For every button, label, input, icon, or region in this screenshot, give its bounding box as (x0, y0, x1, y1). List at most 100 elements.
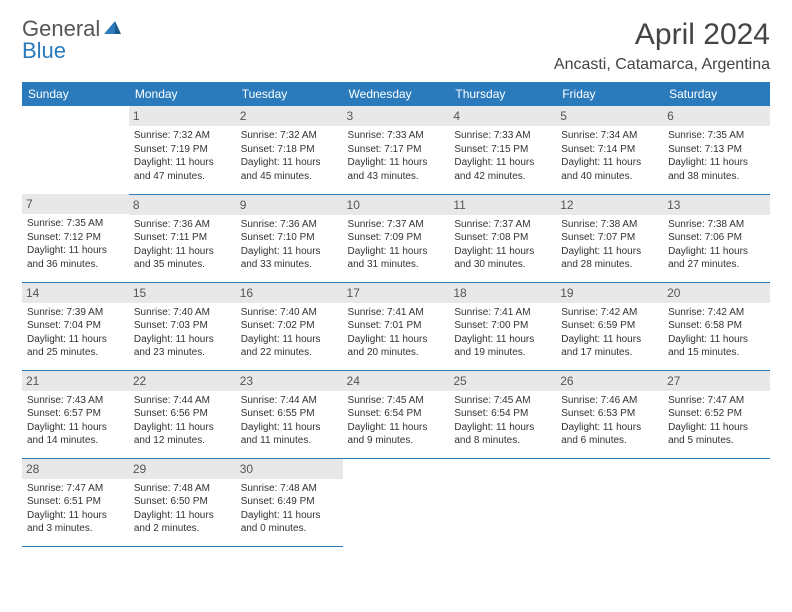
sunset-text: Sunset: 7:01 PM (348, 319, 445, 333)
logo-sail-icon (102, 18, 122, 40)
sunset-text: Sunset: 6:53 PM (561, 407, 658, 421)
daylight-text: Daylight: 11 hours and 45 minutes. (241, 156, 338, 183)
calendar-day-cell: 2Sunrise: 7:32 AMSunset: 7:18 PMDaylight… (236, 106, 343, 194)
calendar-day-cell: 28 Sunrise: 7:47 AMSunset: 6:51 PMDayligh… (22, 458, 129, 546)
sunset-text: Sunset: 6:51 PM (27, 495, 124, 509)
day-number: 28 (22, 459, 129, 479)
sunrise-text: Sunrise: 7:44 AM (134, 394, 231, 408)
sunset-text: Sunset: 6:59 PM (561, 319, 658, 333)
daylight-text: Daylight: 11 hours and 17 minutes. (561, 333, 658, 360)
day-number: 30 (236, 459, 343, 479)
day-info: Sunrise: 7:48 AMSunset: 6:50 PMDaylight:… (134, 482, 231, 536)
day-number: 12 (556, 195, 663, 215)
sunset-text: Sunset: 6:54 PM (348, 407, 445, 421)
sunrise-text: Sunrise: 7:42 AM (561, 306, 658, 320)
daylight-text: Daylight: 11 hours and 28 minutes. (561, 245, 658, 272)
day-info: Sunrise: 7:47 AMSunset: 6:51 PMDaylight:… (27, 482, 124, 536)
sunset-text: Sunset: 6:52 PM (668, 407, 765, 421)
calendar-body: 1Sunrise: 7:32 AMSunset: 7:19 PMDaylight… (22, 106, 770, 546)
day-info: Sunrise: 7:45 AMSunset: 6:54 PMDaylight:… (454, 394, 551, 448)
day-number: 1 (129, 106, 236, 126)
day-number: 19 (556, 283, 663, 303)
day-info: Sunrise: 7:33 AMSunset: 7:17 PMDaylight:… (348, 129, 445, 183)
calendar-page: GeneralBlue April 2024 Ancasti, Catamarc… (0, 0, 792, 565)
daylight-text: Daylight: 11 hours and 30 minutes. (454, 245, 551, 272)
sunrise-text: Sunrise: 7:46 AM (561, 394, 658, 408)
sunset-text: Sunset: 7:08 PM (454, 231, 551, 245)
day-info: Sunrise: 7:41 AMSunset: 7:01 PMDaylight:… (348, 306, 445, 360)
calendar-day-cell: 17Sunrise: 7:41 AMSunset: 7:01 PMDayligh… (343, 282, 450, 370)
day-info: Sunrise: 7:39 AMSunset: 7:04 PMDaylight:… (27, 306, 124, 360)
daylight-text: Daylight: 11 hours and 15 minutes. (668, 333, 765, 360)
daylight-text: Daylight: 11 hours and 47 minutes. (134, 156, 231, 183)
day-info: Sunrise: 7:35 AMSunset: 7:13 PMDaylight:… (668, 129, 765, 183)
day-number: 27 (663, 371, 770, 391)
sunset-text: Sunset: 6:49 PM (241, 495, 338, 509)
day-info: Sunrise: 7:48 AMSunset: 6:49 PMDaylight:… (241, 482, 338, 536)
sunrise-text: Sunrise: 7:38 AM (668, 218, 765, 232)
calendar-day-cell: 19 Sunrise: 7:42 AMSunset: 6:59 PMDayligh… (556, 282, 663, 370)
sunset-text: Sunset: 7:10 PM (241, 231, 338, 245)
day-number: 4 (449, 106, 556, 126)
sunrise-text: Sunrise: 7:36 AM (134, 218, 231, 232)
day-info: Sunrise: 7:40 AMSunset: 7:03 PMDaylight:… (134, 306, 231, 360)
daylight-text: Daylight: 11 hours and 25 minutes. (27, 333, 124, 360)
sunset-text: Sunset: 7:06 PM (668, 231, 765, 245)
day-info: Sunrise: 7:38 AMSunset: 7:06 PMDaylight:… (668, 218, 765, 272)
day-info: Sunrise: 7:32 AMSunset: 7:18 PMDaylight:… (241, 129, 338, 183)
calendar-day-cell: 27 Sunrise: 7:47 AMSunset: 6:52 PMDayligh… (663, 370, 770, 458)
calendar-header-row: SundayMondayTuesdayWednesdayThursdayFrid… (22, 82, 770, 106)
daylight-text: Daylight: 11 hours and 9 minutes. (348, 421, 445, 448)
day-info: Sunrise: 7:43 AMSunset: 6:57 PMDaylight:… (27, 394, 124, 448)
calendar-day-cell (556, 458, 663, 546)
dayname-header: Friday (556, 82, 663, 106)
day-number: 6 (663, 106, 770, 126)
daylight-text: Daylight: 11 hours and 14 minutes. (27, 421, 124, 448)
day-info: Sunrise: 7:41 AMSunset: 7:00 PMDaylight:… (454, 306, 551, 360)
sunset-text: Sunset: 6:58 PM (668, 319, 765, 333)
day-info: Sunrise: 7:35 AMSunset: 7:12 PMDaylight:… (27, 217, 124, 271)
calendar-day-cell: 8Sunrise: 7:36 AMSunset: 7:11 PMDaylight… (129, 194, 236, 282)
daylight-text: Daylight: 11 hours and 2 minutes. (134, 509, 231, 536)
sunrise-text: Sunrise: 7:40 AM (134, 306, 231, 320)
calendar-day-cell: 11Sunrise: 7:37 AMSunset: 7:08 PMDayligh… (449, 194, 556, 282)
logo-text-blue: Blue (22, 38, 66, 63)
daylight-text: Daylight: 11 hours and 3 minutes. (27, 509, 124, 536)
sunset-text: Sunset: 7:02 PM (241, 319, 338, 333)
sunrise-text: Sunrise: 7:43 AM (27, 394, 124, 408)
day-number: 20 (663, 283, 770, 303)
day-number: 23 (236, 371, 343, 391)
calendar-week-row: 7Sunrise: 7:35 AMSunset: 7:12 PMDaylight… (22, 194, 770, 282)
day-number: 11 (449, 195, 556, 215)
day-number: 29 (129, 459, 236, 479)
sunrise-text: Sunrise: 7:41 AM (454, 306, 551, 320)
sunrise-text: Sunrise: 7:47 AM (668, 394, 765, 408)
day-number: 26 (556, 371, 663, 391)
month-title: April 2024 (554, 18, 770, 52)
dayname-header: Thursday (449, 82, 556, 106)
day-number: 8 (129, 195, 236, 215)
location: Ancasti, Catamarca, Argentina (554, 56, 770, 74)
sunset-text: Sunset: 7:15 PM (454, 143, 551, 157)
day-info: Sunrise: 7:47 AMSunset: 6:52 PMDaylight:… (668, 394, 765, 448)
daylight-text: Daylight: 11 hours and 6 minutes. (561, 421, 658, 448)
calendar-day-cell: 6 Sunrise: 7:35 AMSunset: 7:13 PMDaylight… (663, 106, 770, 194)
sunrise-text: Sunrise: 7:38 AM (561, 218, 658, 232)
dayname-header: Sunday (22, 82, 129, 106)
sunrise-text: Sunrise: 7:45 AM (348, 394, 445, 408)
calendar-day-cell: 22Sunrise: 7:44 AMSunset: 6:56 PMDayligh… (129, 370, 236, 458)
day-info: Sunrise: 7:42 AMSunset: 6:59 PMDaylight:… (561, 306, 658, 360)
calendar-week-row: 14Sunrise: 7:39 AMSunset: 7:04 PMDayligh… (22, 282, 770, 370)
day-number: 13 (663, 195, 770, 215)
day-number: 9 (236, 195, 343, 215)
sunset-text: Sunset: 6:55 PM (241, 407, 338, 421)
dayname-header: Monday (129, 82, 236, 106)
sunset-text: Sunset: 7:13 PM (668, 143, 765, 157)
day-number: 10 (343, 195, 450, 215)
sunrise-text: Sunrise: 7:41 AM (348, 306, 445, 320)
calendar-day-cell: 10Sunrise: 7:37 AMSunset: 7:09 PMDayligh… (343, 194, 450, 282)
daylight-text: Daylight: 11 hours and 23 minutes. (134, 333, 231, 360)
logo: GeneralBlue (22, 18, 122, 62)
calendar-day-cell: 24Sunrise: 7:45 AMSunset: 6:54 PMDayligh… (343, 370, 450, 458)
daylight-text: Daylight: 11 hours and 0 minutes. (241, 509, 338, 536)
